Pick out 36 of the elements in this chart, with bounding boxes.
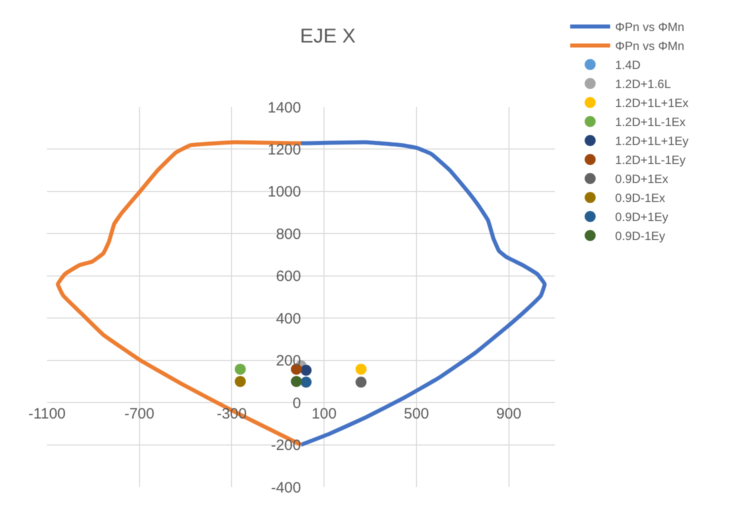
legend-label: 1.2D+1L+1Ey: [615, 134, 689, 148]
y-tick-label: 1200: [268, 141, 301, 158]
y-tick-label: 200: [276, 352, 301, 370]
y-tick-label: -200: [270, 437, 301, 454]
line-series: [299, 140, 547, 447]
y-tick-label: 1400: [268, 99, 301, 116]
x-tick-label: 500: [404, 406, 429, 423]
x-tick-label: -1100: [28, 406, 66, 423]
point: [300, 364, 312, 376]
legend-label: 1.2D+1L-1Ey: [615, 153, 686, 168]
y-tick-label: -400: [270, 479, 301, 496]
y-tick-label: 400: [276, 310, 301, 328]
y-tick-label: 1000: [268, 184, 301, 201]
legend-label: ΦPn vs ΦMn: [615, 20, 684, 34]
legend-label: 0.9D+1Ex: [615, 172, 668, 186]
x-tick-label: 100: [312, 406, 337, 423]
legend-label: 0.9D-1Ey: [615, 229, 666, 244]
legend-label: ΦPn vs ΦMn: [615, 39, 684, 54]
x-tick-label: 900: [496, 406, 522, 423]
y-tick-label: 800: [276, 226, 301, 243]
legend-label: 0.9D-1Ex: [615, 191, 666, 206]
point: [356, 364, 367, 375]
y-tick-label: 0: [292, 394, 301, 412]
point: [234, 364, 246, 375]
legend-label: 1.2D+1L-1Ex: [615, 115, 686, 130]
point: [356, 376, 367, 388]
x-tick-label: -700: [124, 406, 154, 423]
legend-label: 0.9D+1Ey: [615, 210, 668, 224]
y-tick-label: 600: [276, 268, 301, 286]
point: [234, 376, 246, 387]
point: [300, 376, 312, 388]
point: [290, 376, 302, 387]
legend-label: 1.2D+1.6L: [615, 77, 672, 92]
legend-label: 1.4D: [615, 58, 641, 72]
chart-title: EJE X: [300, 26, 356, 48]
legend-label: 1.2D+1L+1Ex: [615, 96, 689, 110]
